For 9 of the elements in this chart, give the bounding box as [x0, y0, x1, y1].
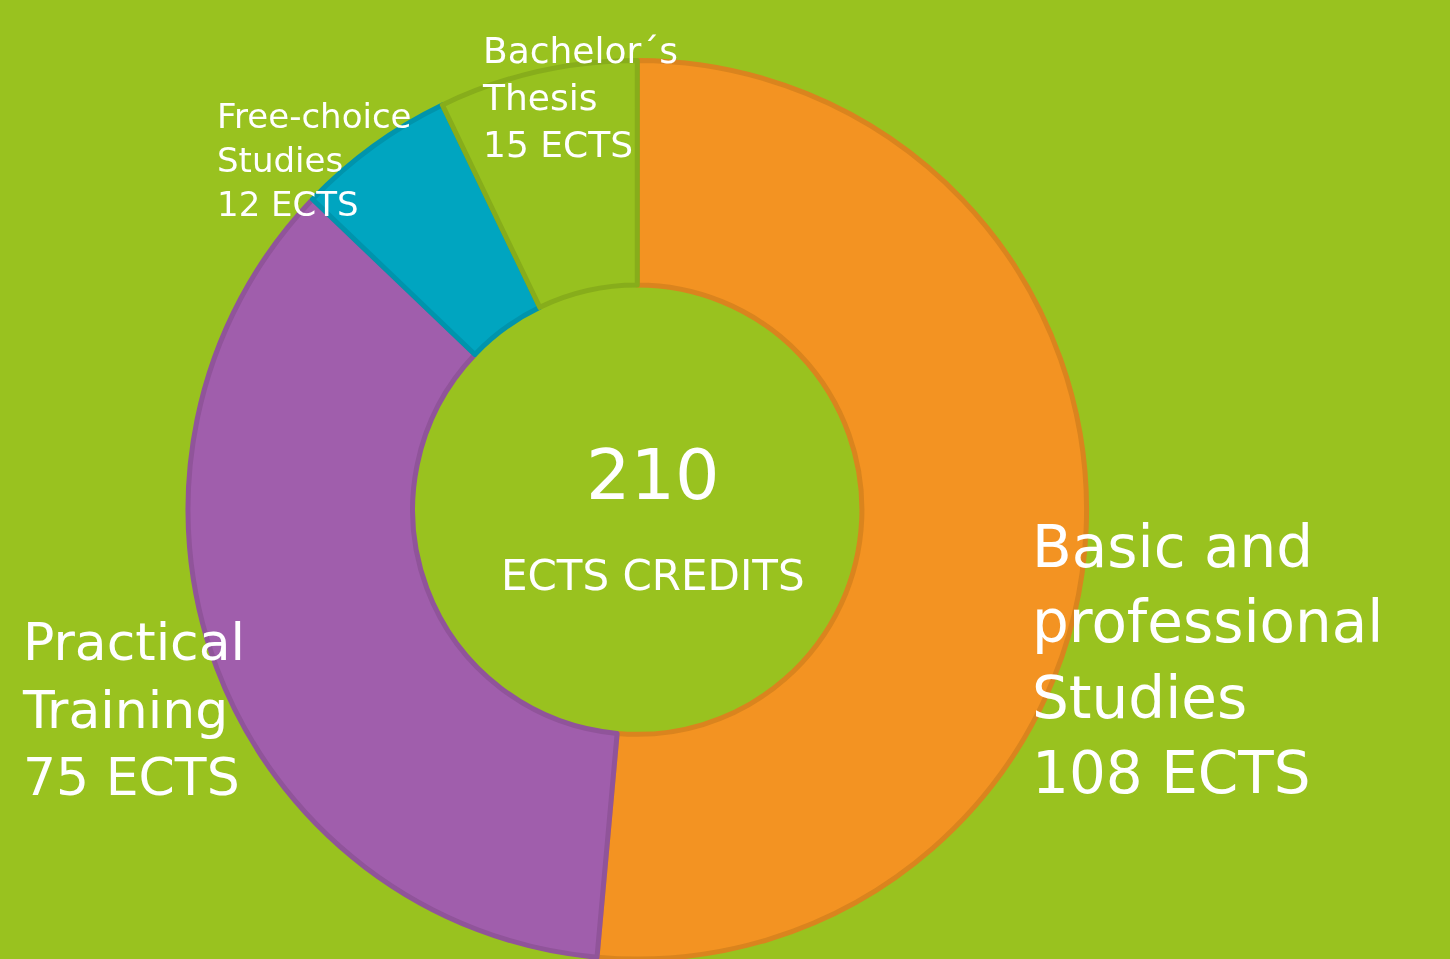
- data-label: 75 ECTS: [23, 747, 240, 808]
- slice-label: Free-choice Studies: [217, 96, 412, 181]
- data-label: 108 ECTS: [1032, 739, 1311, 808]
- slice-label: Basic and professional Studies: [1032, 513, 1384, 732]
- slice-label: Bachelor´s Thesis: [482, 30, 679, 118]
- data-label: 12 ECTS: [217, 184, 359, 225]
- data-label: 15 ECTS: [483, 123, 633, 165]
- text: 210: [586, 434, 720, 516]
- text: ECTS CREDITS: [501, 551, 805, 600]
